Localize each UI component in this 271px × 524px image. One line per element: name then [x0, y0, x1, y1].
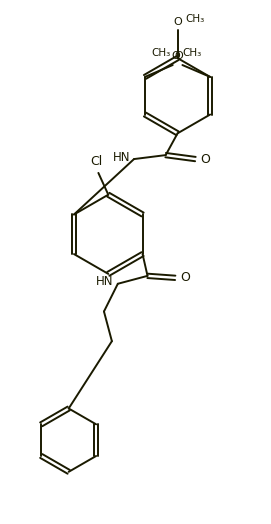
Text: O: O [180, 271, 190, 285]
Text: O: O [173, 17, 182, 27]
Text: O: O [175, 51, 183, 61]
Text: Cl: Cl [90, 155, 102, 168]
Text: O: O [172, 51, 180, 61]
Text: O: O [200, 152, 210, 166]
Text: HN: HN [112, 150, 130, 163]
Text: CH₃: CH₃ [183, 48, 202, 58]
Text: CH₃: CH₃ [186, 14, 205, 24]
Text: CH₃: CH₃ [151, 48, 170, 58]
Text: HN: HN [96, 275, 114, 288]
